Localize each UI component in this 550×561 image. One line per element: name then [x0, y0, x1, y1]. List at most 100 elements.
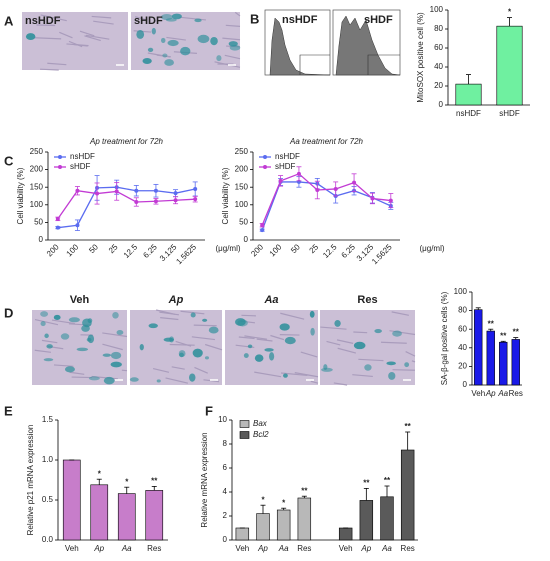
stained-cell [151, 27, 156, 35]
micrograph [22, 12, 128, 70]
stained-cell [190, 312, 196, 318]
marker [352, 180, 357, 185]
significance: ** [301, 486, 308, 495]
micrograph [320, 310, 415, 385]
x-tick-label: Ap [360, 544, 371, 553]
cell-streak [40, 14, 67, 22]
line [261, 173, 391, 226]
cell-streak [71, 376, 93, 379]
y-tick-label: 150 [30, 182, 44, 191]
x-tick-label: 25 [107, 242, 120, 255]
x-tick-label: 50 [87, 242, 100, 255]
y-tick-label: 50 [34, 218, 43, 227]
y-tick-label: 0 [439, 100, 444, 109]
stained-cell [162, 53, 168, 58]
bar [486, 330, 495, 386]
cell-streak [91, 15, 112, 19]
cell-streak [333, 382, 348, 386]
stained-cell [139, 343, 144, 351]
image-label: Res [357, 294, 377, 306]
x-tick-label: Res [147, 544, 161, 553]
y-tick-label: 250 [30, 147, 44, 156]
cell-streak [411, 360, 416, 363]
bar [511, 339, 520, 386]
stained-cell [279, 323, 290, 331]
marker [278, 178, 283, 183]
bar [359, 500, 374, 541]
x-tick-label: 200 [249, 242, 265, 258]
legend-marker [263, 165, 267, 169]
cell-streak [180, 310, 205, 315]
x-unit: (μg/ml) [419, 244, 444, 253]
stained-cell [284, 336, 296, 345]
chart-title: Ap treatment for 72h [89, 137, 163, 146]
legend-marker [58, 165, 62, 169]
x-tick-label: sHDF [499, 109, 520, 118]
cell-streak [34, 37, 62, 40]
stained-cell [46, 344, 53, 349]
bar [400, 449, 415, 541]
stained-cell [189, 373, 196, 382]
stained-cell [44, 333, 49, 339]
bar [297, 497, 312, 541]
stained-cell [68, 317, 80, 323]
y-tick-label: 50 [239, 218, 248, 227]
y-tick-label: 0 [463, 380, 468, 389]
marker [153, 199, 158, 204]
stained-cell [76, 347, 89, 352]
legend-label: sHDF [70, 162, 91, 171]
stained-cell [148, 323, 158, 329]
micrographs [22, 11, 416, 386]
x-tick-label: Veh [65, 544, 79, 553]
stained-cell [216, 55, 222, 62]
stained-cell [179, 352, 184, 358]
image-label: sHDF [134, 15, 163, 27]
x-tick-label: Ap [485, 389, 496, 398]
stained-cell [197, 34, 210, 44]
marker [260, 223, 265, 228]
y-axis-label: MitoSOX positive cell (%) [416, 12, 425, 103]
panel-label: C [4, 153, 14, 168]
cell-streak [59, 31, 73, 39]
cell-streak [294, 372, 319, 378]
stained-cell [43, 358, 54, 362]
line [57, 186, 196, 229]
significance: * [125, 477, 129, 486]
x-tick-label: 200 [45, 242, 61, 258]
legend-label: Bax [253, 419, 268, 428]
cell-streak [79, 30, 95, 37]
y-tick-label: 100 [454, 287, 468, 296]
gate [367, 54, 400, 75]
stained-cell [25, 33, 36, 41]
line [57, 190, 196, 220]
stained-cell [364, 364, 372, 371]
y-tick-label: 20 [458, 362, 467, 371]
cell-streak [175, 340, 192, 347]
y-axis-label: Cell viability (%) [16, 167, 25, 224]
stained-cell [202, 318, 208, 322]
stained-cell [310, 327, 315, 336]
cell-streak [300, 351, 318, 358]
cell-streak [169, 343, 195, 346]
cell-streak [326, 340, 341, 346]
cell-streak [405, 351, 416, 357]
cell-streak [165, 377, 189, 384]
x-tick-label: 50 [289, 242, 302, 255]
significance: ** [384, 476, 391, 485]
y-axis-label: SA-β-gal positive cells (%) [440, 291, 449, 385]
y-tick-label: 1.5 [42, 415, 54, 424]
cell-streak [160, 317, 179, 321]
cell-streak [34, 349, 52, 353]
significance: * [508, 8, 512, 17]
y-tick-label: 100 [30, 200, 44, 209]
x-tick-label: Res [401, 544, 415, 553]
cell-streak [391, 311, 409, 316]
cell-streak [392, 369, 415, 371]
cell-streak [225, 24, 241, 27]
stained-cell [167, 39, 179, 47]
y-tick-label: 250 [235, 147, 249, 156]
bar [499, 341, 508, 386]
bar [455, 83, 482, 106]
stained-cell [269, 352, 275, 361]
y-tick-label: 1.0 [42, 455, 54, 464]
